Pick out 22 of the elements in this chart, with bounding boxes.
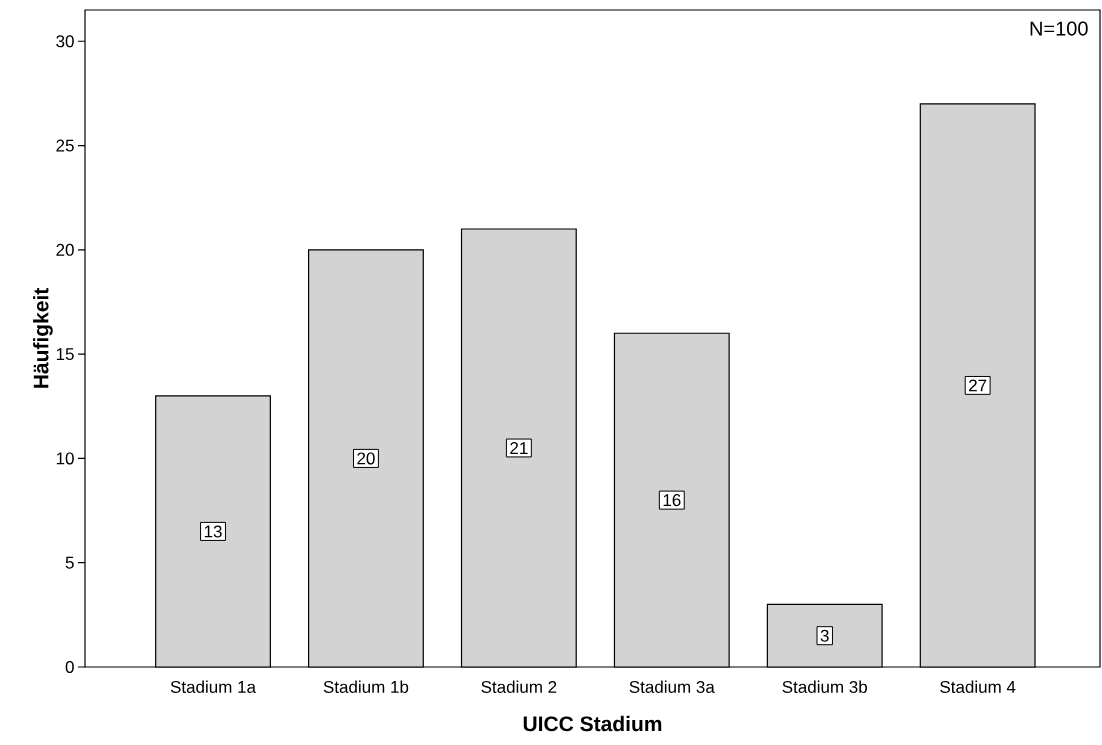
data-label: 21 xyxy=(510,442,528,454)
x-tick-label: Stadium 1b xyxy=(323,680,409,693)
data-label: 16 xyxy=(663,494,681,507)
y-tick-label: 30 xyxy=(56,35,74,48)
data-label: 27 xyxy=(969,379,987,392)
x-tick-label: Stadium 1a xyxy=(170,680,256,693)
data-label: 3 xyxy=(820,629,829,642)
x-tick-label: Stadium 3b xyxy=(782,680,867,693)
y-tick-label: 5 xyxy=(65,556,74,569)
x-tick-label: Stadium 3a xyxy=(629,680,715,693)
y-tick-label: 15 xyxy=(56,348,74,361)
x-tick-label: Stadium 2 xyxy=(481,680,557,693)
y-axis-title: Häufigkeit xyxy=(33,287,53,388)
x-tick-label: Stadium 4 xyxy=(940,680,1016,693)
data-label: 20 xyxy=(357,452,375,465)
y-tick-label: 10 xyxy=(56,452,74,465)
y-tick-label: 20 xyxy=(56,243,74,256)
x-axis-title: UICC Stadium xyxy=(523,715,662,732)
annotation: N=100 xyxy=(1030,21,1088,36)
y-tick-label: 0 xyxy=(65,660,74,674)
data-label: 13 xyxy=(204,525,222,538)
y-tick-label: 25 xyxy=(56,139,74,152)
